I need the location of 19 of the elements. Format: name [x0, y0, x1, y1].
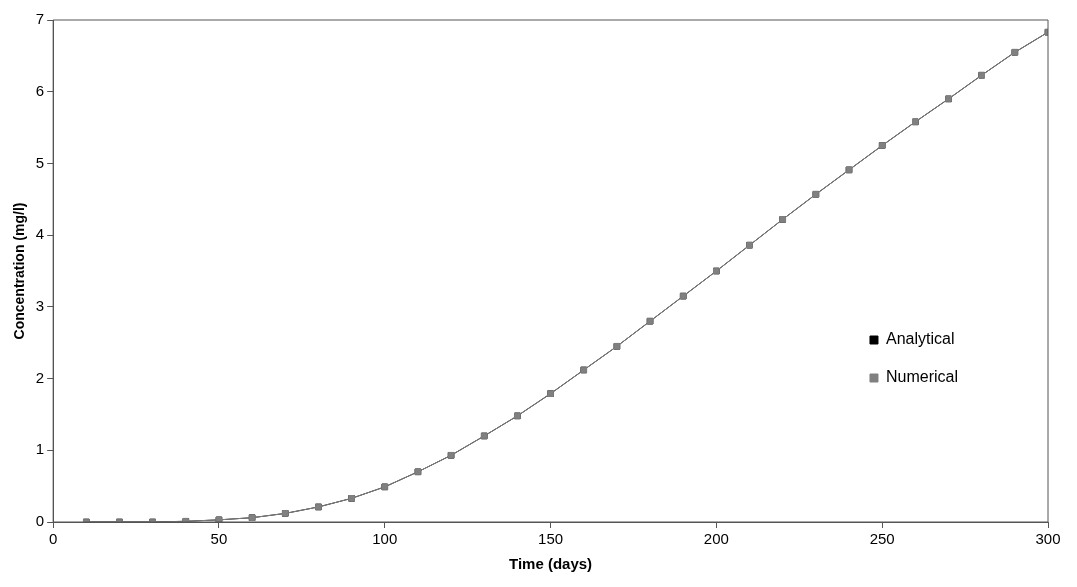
x-tick-label: 0 [48, 530, 58, 548]
y-tick-label: 0 [35, 512, 45, 530]
x-tick-label: 100 [372, 530, 398, 548]
y-tick-label: 5 [35, 153, 45, 171]
y-tick-label: 7 [35, 10, 45, 28]
legend-label: Analytical [885, 330, 955, 348]
x-axis-title: Time (days) [509, 555, 593, 573]
y-tick-label: 4 [35, 225, 45, 243]
x-tick-label: 50 [210, 530, 228, 548]
y-tick-label: 3 [35, 297, 45, 314]
x-tick-label: 250 [869, 530, 895, 548]
y-tick-label: 2 [35, 368, 45, 386]
y-tick-label: 6 [35, 81, 45, 99]
x-tick-label: 150 [538, 530, 564, 548]
legend-label: Numerical [885, 368, 958, 386]
x-tick-label: 300 [1035, 530, 1061, 548]
y-axis-title: Concentration (mg/l) [11, 202, 28, 340]
y-tick-label: 1 [35, 440, 45, 458]
x-tick-label: 200 [703, 530, 729, 548]
